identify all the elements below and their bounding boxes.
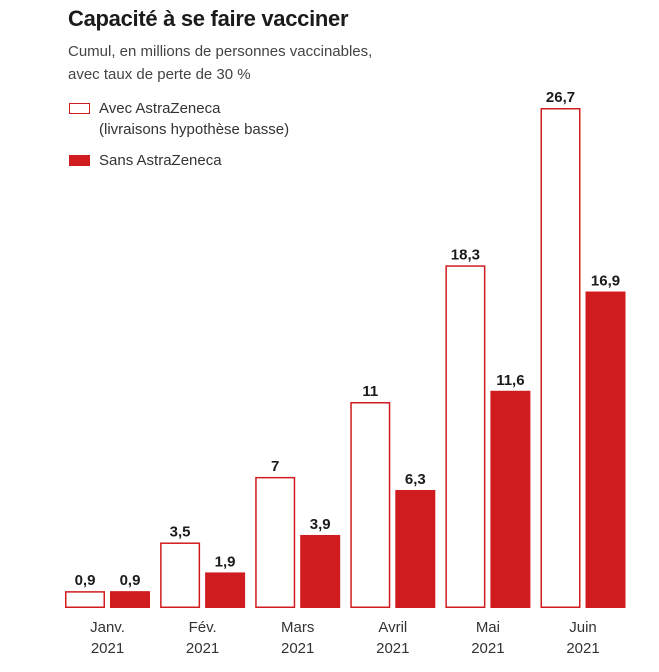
value-label-without-2: 3,9 bbox=[310, 516, 331, 533]
chart-subtitle: Cumul, en millions de personnes vaccinab… bbox=[68, 40, 372, 86]
value-label-with-4: 18,3 bbox=[451, 246, 480, 263]
bar-with-1 bbox=[160, 542, 201, 608]
legend-swatch-filled bbox=[69, 155, 90, 166]
x-tick-label-0-1: 2021 bbox=[91, 640, 124, 657]
x-tick-label-0-0: Janv. bbox=[90, 619, 125, 636]
x-tick-label-2-1: 2021 bbox=[281, 640, 314, 657]
x-tick-label-4-0: Mai bbox=[476, 619, 500, 636]
legend-label-with-line-2: (livraisons hypothèse basse) bbox=[99, 121, 290, 138]
bar-with-2 bbox=[255, 476, 296, 608]
value-label-without-4: 11,6 bbox=[496, 372, 524, 389]
subtitle-line-2: avec taux de perte de 30 % bbox=[68, 66, 251, 83]
legend-label-with-line-1: Avec AstraZeneca bbox=[99, 100, 221, 117]
bar-with-5 bbox=[540, 108, 581, 608]
value-label-without-3: 6,3 bbox=[405, 471, 426, 488]
legend-label-without: Sans AstraZeneca bbox=[99, 152, 222, 169]
x-tick-label-1-1: 2021 bbox=[186, 640, 219, 657]
x-tick-label-4-1: 2021 bbox=[471, 640, 504, 657]
bar-without-0 bbox=[110, 591, 150, 608]
subtitle-line-1: Cumul, en millions de personnes vaccinab… bbox=[68, 43, 373, 60]
value-label-with-0: 0,9 bbox=[75, 572, 96, 589]
bar-with-3 bbox=[350, 402, 391, 608]
chart-legend: Avec AstraZeneca (livraisons hypothèse b… bbox=[69, 98, 289, 171]
value-label-without-1: 1,9 bbox=[215, 553, 236, 570]
bar-without-4 bbox=[490, 390, 531, 608]
legend-swatch-outline bbox=[69, 103, 90, 114]
x-tick-label-3-0: Avril bbox=[378, 619, 407, 636]
x-tick-label-5-0: Juin bbox=[569, 619, 597, 636]
bar-without-5 bbox=[585, 291, 626, 608]
value-label-with-2: 7 bbox=[271, 458, 279, 475]
bar-with-4 bbox=[445, 265, 486, 608]
bar-without-2 bbox=[300, 534, 341, 608]
x-tick-label-3-1: 2021 bbox=[376, 640, 409, 657]
chart-title: Capacité à se faire vacciner bbox=[68, 6, 349, 31]
value-label-with-1: 3,5 bbox=[170, 523, 191, 540]
value-label-with-3: 11 bbox=[362, 383, 378, 400]
legend-item-without-astrazeneca: Sans AstraZeneca bbox=[69, 150, 289, 171]
value-label-without-0: 0,9 bbox=[120, 572, 141, 589]
legend-item-with-astrazeneca: Avec AstraZeneca (livraisons hypothèse b… bbox=[69, 98, 289, 140]
x-tick-label-1-0: Fév. bbox=[189, 619, 217, 636]
value-label-without-5: 16,9 bbox=[591, 273, 620, 290]
value-label-with-5: 26,7 bbox=[546, 89, 575, 106]
bar-without-3 bbox=[395, 490, 436, 608]
x-tick-label-5-1: 2021 bbox=[566, 640, 599, 657]
x-tick-label-2-0: Mars bbox=[281, 619, 314, 636]
bar-without-1 bbox=[205, 572, 246, 608]
bar-with-0 bbox=[65, 591, 105, 608]
